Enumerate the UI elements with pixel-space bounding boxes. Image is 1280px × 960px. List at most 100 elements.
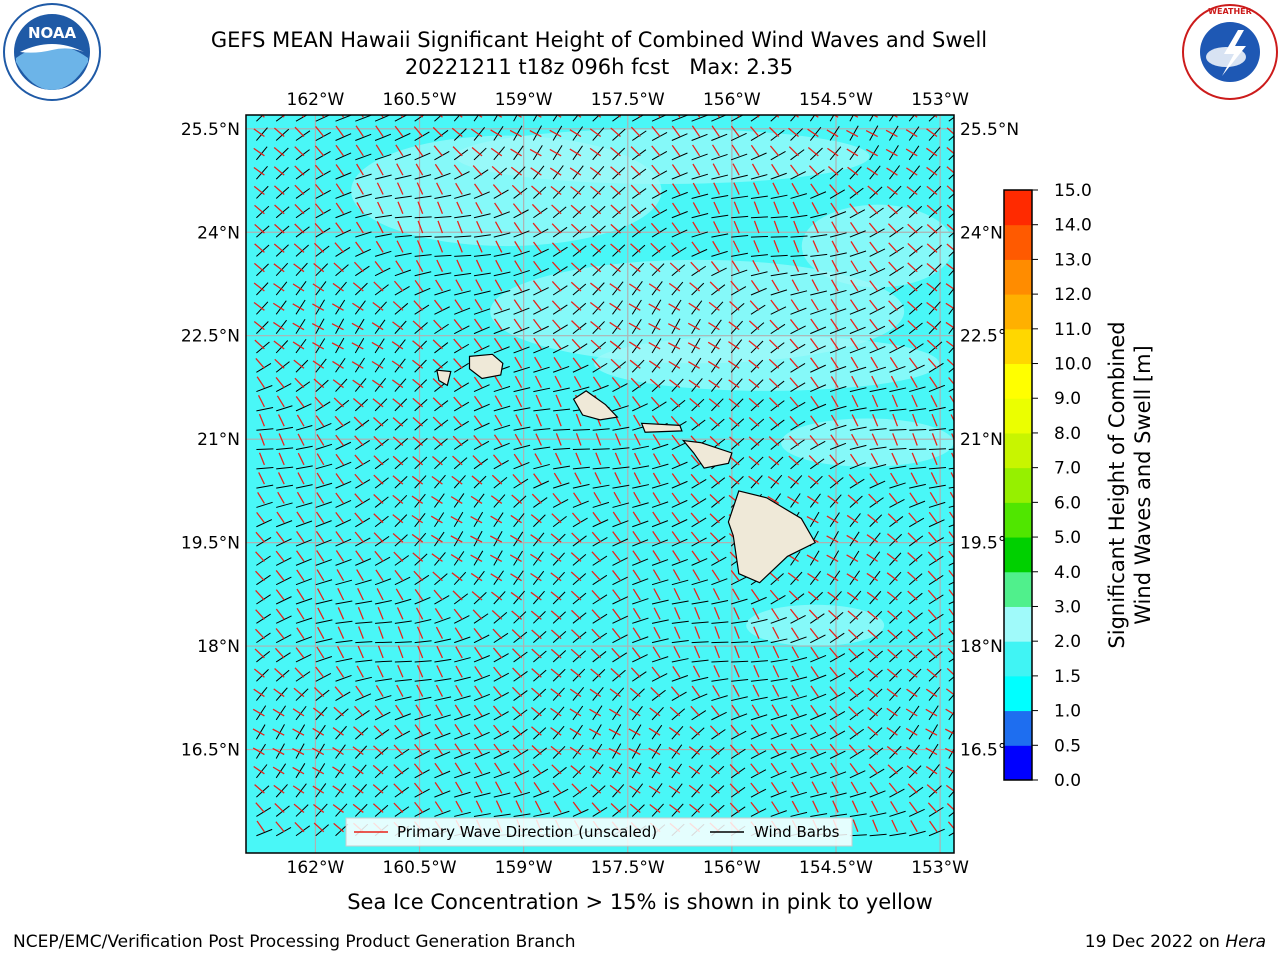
wind-barb <box>730 132 747 141</box>
wave-direction-arrow <box>713 607 721 620</box>
wind-barb <box>533 446 551 451</box>
wind-barb <box>790 307 807 315</box>
wave-direction-arrow <box>292 303 305 311</box>
wave-direction-arrow <box>925 708 938 717</box>
wave-direction-arrow <box>315 511 325 524</box>
wave-direction-arrow <box>493 318 503 331</box>
wind-barb <box>869 551 881 566</box>
wave-direction-arrow <box>454 762 463 775</box>
wave-direction-arrow <box>531 668 542 678</box>
wave-direction-arrow <box>296 627 305 639</box>
wind-barb <box>632 403 648 412</box>
wind-barb <box>810 272 828 277</box>
wave-direction-arrow <box>490 129 503 138</box>
wave-direction-arrow <box>927 648 938 659</box>
wind-barb <box>691 193 709 199</box>
wind-barb <box>671 744 683 759</box>
wind-barb <box>829 792 847 798</box>
wave-direction-arrow <box>272 728 285 736</box>
wind-barb <box>315 358 327 373</box>
wave-direction-arrow <box>438 115 443 118</box>
wave-direction-arrow <box>590 262 602 273</box>
wind-barb <box>513 407 531 412</box>
wave-direction-arrow <box>553 801 562 813</box>
wave-direction-arrow <box>810 357 819 369</box>
wave-direction-arrow <box>827 147 839 157</box>
wind-barb <box>532 532 545 547</box>
wave-direction-arrow <box>296 414 305 427</box>
wave-direction-arrow <box>748 378 760 389</box>
wave-direction-arrow <box>629 359 641 369</box>
wave-direction-arrow <box>395 588 404 601</box>
wind-barb <box>651 559 669 566</box>
wind-barb <box>394 195 412 199</box>
wind-barb <box>276 484 294 489</box>
wave-direction-arrow <box>571 609 582 620</box>
wind-barb <box>909 483 926 489</box>
wave-direction-arrow <box>669 379 681 389</box>
wave-direction-arrow <box>886 185 898 195</box>
colorbar-label-line1: Significant Height of Combined <box>1105 321 1129 648</box>
wave-direction-arrow <box>335 473 345 485</box>
wind-barb <box>513 813 531 817</box>
wind-barb <box>928 705 939 721</box>
wave-direction-arrow <box>868 203 879 215</box>
wind-barb <box>809 115 816 122</box>
wave-direction-arrow <box>355 221 364 234</box>
wave-direction-arrow <box>534 800 542 813</box>
wave-direction-arrow <box>633 414 641 427</box>
wave-direction-arrow <box>826 535 839 543</box>
wave-direction-arrow <box>274 204 285 215</box>
wind-barb <box>335 538 352 547</box>
wind-barb <box>394 339 406 354</box>
wave-direction-arrow <box>435 704 444 717</box>
wind-barb <box>948 154 954 161</box>
wave-direction-arrow <box>807 591 819 601</box>
wind-barb <box>295 636 313 644</box>
wave-direction-arrow <box>333 397 344 408</box>
wind-barb <box>375 233 392 238</box>
wind-barb <box>889 428 907 431</box>
wind-barb <box>276 466 294 470</box>
wave-direction-arrow <box>392 475 404 485</box>
wave-direction-arrow <box>734 645 740 659</box>
wave-direction-arrow <box>753 240 760 253</box>
wave-direction-arrow <box>296 607 305 620</box>
wind-barb <box>454 771 471 779</box>
wind-barb <box>473 712 490 721</box>
wave-direction-arrow <box>850 781 859 794</box>
wave-direction-arrow <box>867 745 879 755</box>
wave-direction-arrow <box>294 146 305 157</box>
wave-direction-arrow <box>912 433 918 446</box>
wave-direction-arrow <box>492 647 503 659</box>
wind-barb <box>513 513 525 528</box>
colorbar-tick-label: 13.0 <box>1054 250 1092 270</box>
wind-barb <box>355 693 372 702</box>
wave-direction-arrow <box>926 204 938 215</box>
wave-direction-arrow <box>531 629 542 640</box>
wave-direction-arrow <box>417 645 424 659</box>
wave-direction-arrow <box>926 128 938 138</box>
wave-direction-arrow <box>926 147 938 157</box>
wind-barb <box>790 695 807 702</box>
wave-direction-arrow <box>793 240 800 253</box>
wind-barb <box>770 289 788 296</box>
wind-barb <box>335 172 352 180</box>
wave-direction-arrow <box>867 707 879 717</box>
wave-direction-arrow <box>867 629 879 640</box>
wave-direction-arrow <box>608 747 621 756</box>
wave-direction-arrow <box>572 801 582 813</box>
wave-direction-arrow <box>887 629 898 640</box>
wind-barb <box>869 145 880 161</box>
wave-direction-arrow <box>848 706 859 717</box>
wind-barb <box>532 125 542 141</box>
wind-barb <box>533 463 550 470</box>
wave-direction-arrow <box>631 396 641 408</box>
wave-direction-arrow <box>355 144 364 157</box>
wave-direction-arrow <box>417 220 424 234</box>
wind-barb <box>770 658 788 663</box>
wave-direction-arrow <box>575 433 582 446</box>
wind-barb <box>908 165 921 180</box>
wave-direction-arrow <box>292 728 305 736</box>
wind-barb <box>612 281 624 296</box>
